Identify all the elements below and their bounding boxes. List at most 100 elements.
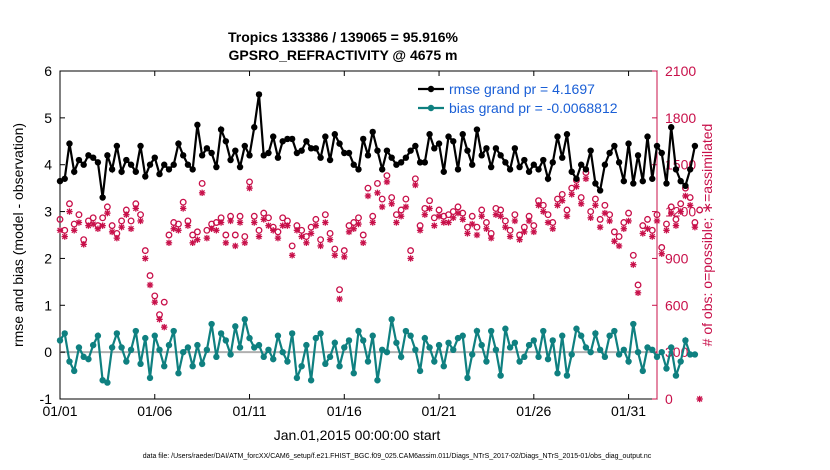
obs-assimilated-point — [577, 200, 585, 207]
obs-possible-point — [246, 178, 253, 186]
rmse-point — [265, 149, 272, 157]
bias-point — [246, 334, 253, 342]
obs-possible-point — [634, 281, 642, 289]
rmse-point — [108, 166, 116, 173]
rmse-point — [89, 154, 97, 161]
obs-assimilated-point — [563, 213, 571, 220]
obs-possible-point — [193, 228, 201, 236]
obs-assimilated-point — [156, 316, 163, 323]
obs-possible-point — [625, 209, 633, 217]
bias-point — [668, 344, 675, 351]
rmse-point — [445, 133, 452, 140]
bias-point — [559, 332, 566, 339]
obs-assimilated-point — [208, 225, 215, 232]
x-tick-label: 01/31 — [611, 403, 646, 419]
bias-point — [142, 334, 149, 342]
obs-possible-point — [260, 209, 268, 217]
bias-point — [322, 360, 329, 368]
chart-title: Tropics 133386 / 139065 = 95.916% — [228, 29, 459, 45]
bias-point — [175, 370, 182, 377]
bias-point — [611, 327, 618, 335]
rmse-point — [151, 154, 158, 161]
obs-assimilated-point — [454, 209, 462, 217]
bias-point — [464, 374, 471, 382]
bias-point — [270, 355, 277, 363]
rmse-point — [307, 145, 315, 152]
obs-possible-point — [236, 212, 244, 220]
legend-bias-label: bias grand pr = -0.0068812 — [449, 100, 618, 116]
obs-possible-point — [407, 247, 415, 255]
bias-point — [582, 344, 590, 351]
obs-possible-point — [255, 226, 263, 234]
bias-point — [222, 337, 230, 344]
obs-assimilated-point — [213, 227, 220, 234]
bias-point — [350, 370, 357, 377]
bias-point — [227, 351, 234, 358]
bias-point — [89, 341, 97, 349]
rmse-point — [473, 126, 481, 133]
obs-assimilated-point — [89, 220, 97, 228]
rmse-point — [388, 154, 395, 161]
rmse-point — [663, 180, 670, 187]
obs-assimilated-point — [80, 241, 87, 248]
bias-point — [530, 337, 538, 344]
bias-point — [104, 379, 111, 386]
bias-point — [336, 363, 343, 370]
y-left-tick-label: 1 — [44, 297, 52, 313]
rmse-point — [241, 142, 248, 150]
legend-rmse-marker — [427, 85, 435, 93]
obs-assimilated-point — [450, 214, 457, 222]
bias-point — [407, 332, 414, 339]
bias-point — [369, 332, 376, 339]
bias-point — [630, 320, 637, 328]
rmse-point — [630, 180, 637, 187]
bias-point — [592, 330, 599, 337]
obs-assimilated-point — [322, 219, 329, 226]
bias-point — [123, 358, 130, 365]
rmse-point — [402, 154, 410, 161]
obs-possible-point — [388, 194, 396, 201]
bias-point — [232, 323, 239, 330]
rmse-point — [469, 161, 476, 168]
obs-assimilated-point — [232, 242, 239, 250]
rmse-point — [293, 149, 301, 157]
obs-assimilated-point — [421, 211, 429, 218]
rmse-point — [66, 140, 73, 147]
bias-point — [431, 358, 438, 365]
rmse-point — [459, 131, 466, 138]
rmse-point — [279, 138, 286, 145]
bias-point — [284, 358, 291, 365]
rmse-point — [284, 135, 291, 143]
rmse-point — [331, 131, 339, 138]
obs-assimilated-point — [251, 219, 258, 226]
rmse-point — [483, 145, 490, 152]
obs-assimilated-point — [540, 208, 547, 215]
obs-possible-point — [326, 229, 334, 237]
bias-point — [241, 316, 248, 323]
rmse-point — [506, 166, 514, 173]
obs-assimilated-point — [303, 239, 310, 247]
rmse-point — [345, 149, 353, 157]
rmse-point — [478, 152, 485, 159]
obs-assimilated-point — [246, 184, 253, 192]
rmse-point — [464, 147, 471, 154]
rmse-point — [123, 156, 130, 164]
rmse-point — [369, 128, 376, 136]
y-axis-right-label: # of obs: o=possible; ∗=assimilated — [699, 124, 715, 347]
bias-point — [303, 341, 310, 349]
obs-assimilated-point — [132, 205, 140, 212]
obs-possible-point — [336, 286, 343, 294]
obs-assimilated-point — [601, 209, 609, 217]
rmse-point — [208, 149, 215, 157]
obs-possible-point — [644, 215, 651, 223]
obs-assimilated-point — [298, 233, 305, 240]
rmse-point — [341, 149, 348, 157]
y-right-tick-label: 600 — [665, 297, 689, 313]
bias-point — [677, 358, 684, 365]
bias-point — [151, 332, 158, 339]
obs-assimilated-point — [241, 239, 248, 247]
obs-assimilated-point — [279, 222, 286, 229]
obs-assimilated-point — [236, 219, 244, 226]
rmse-point — [672, 166, 680, 173]
